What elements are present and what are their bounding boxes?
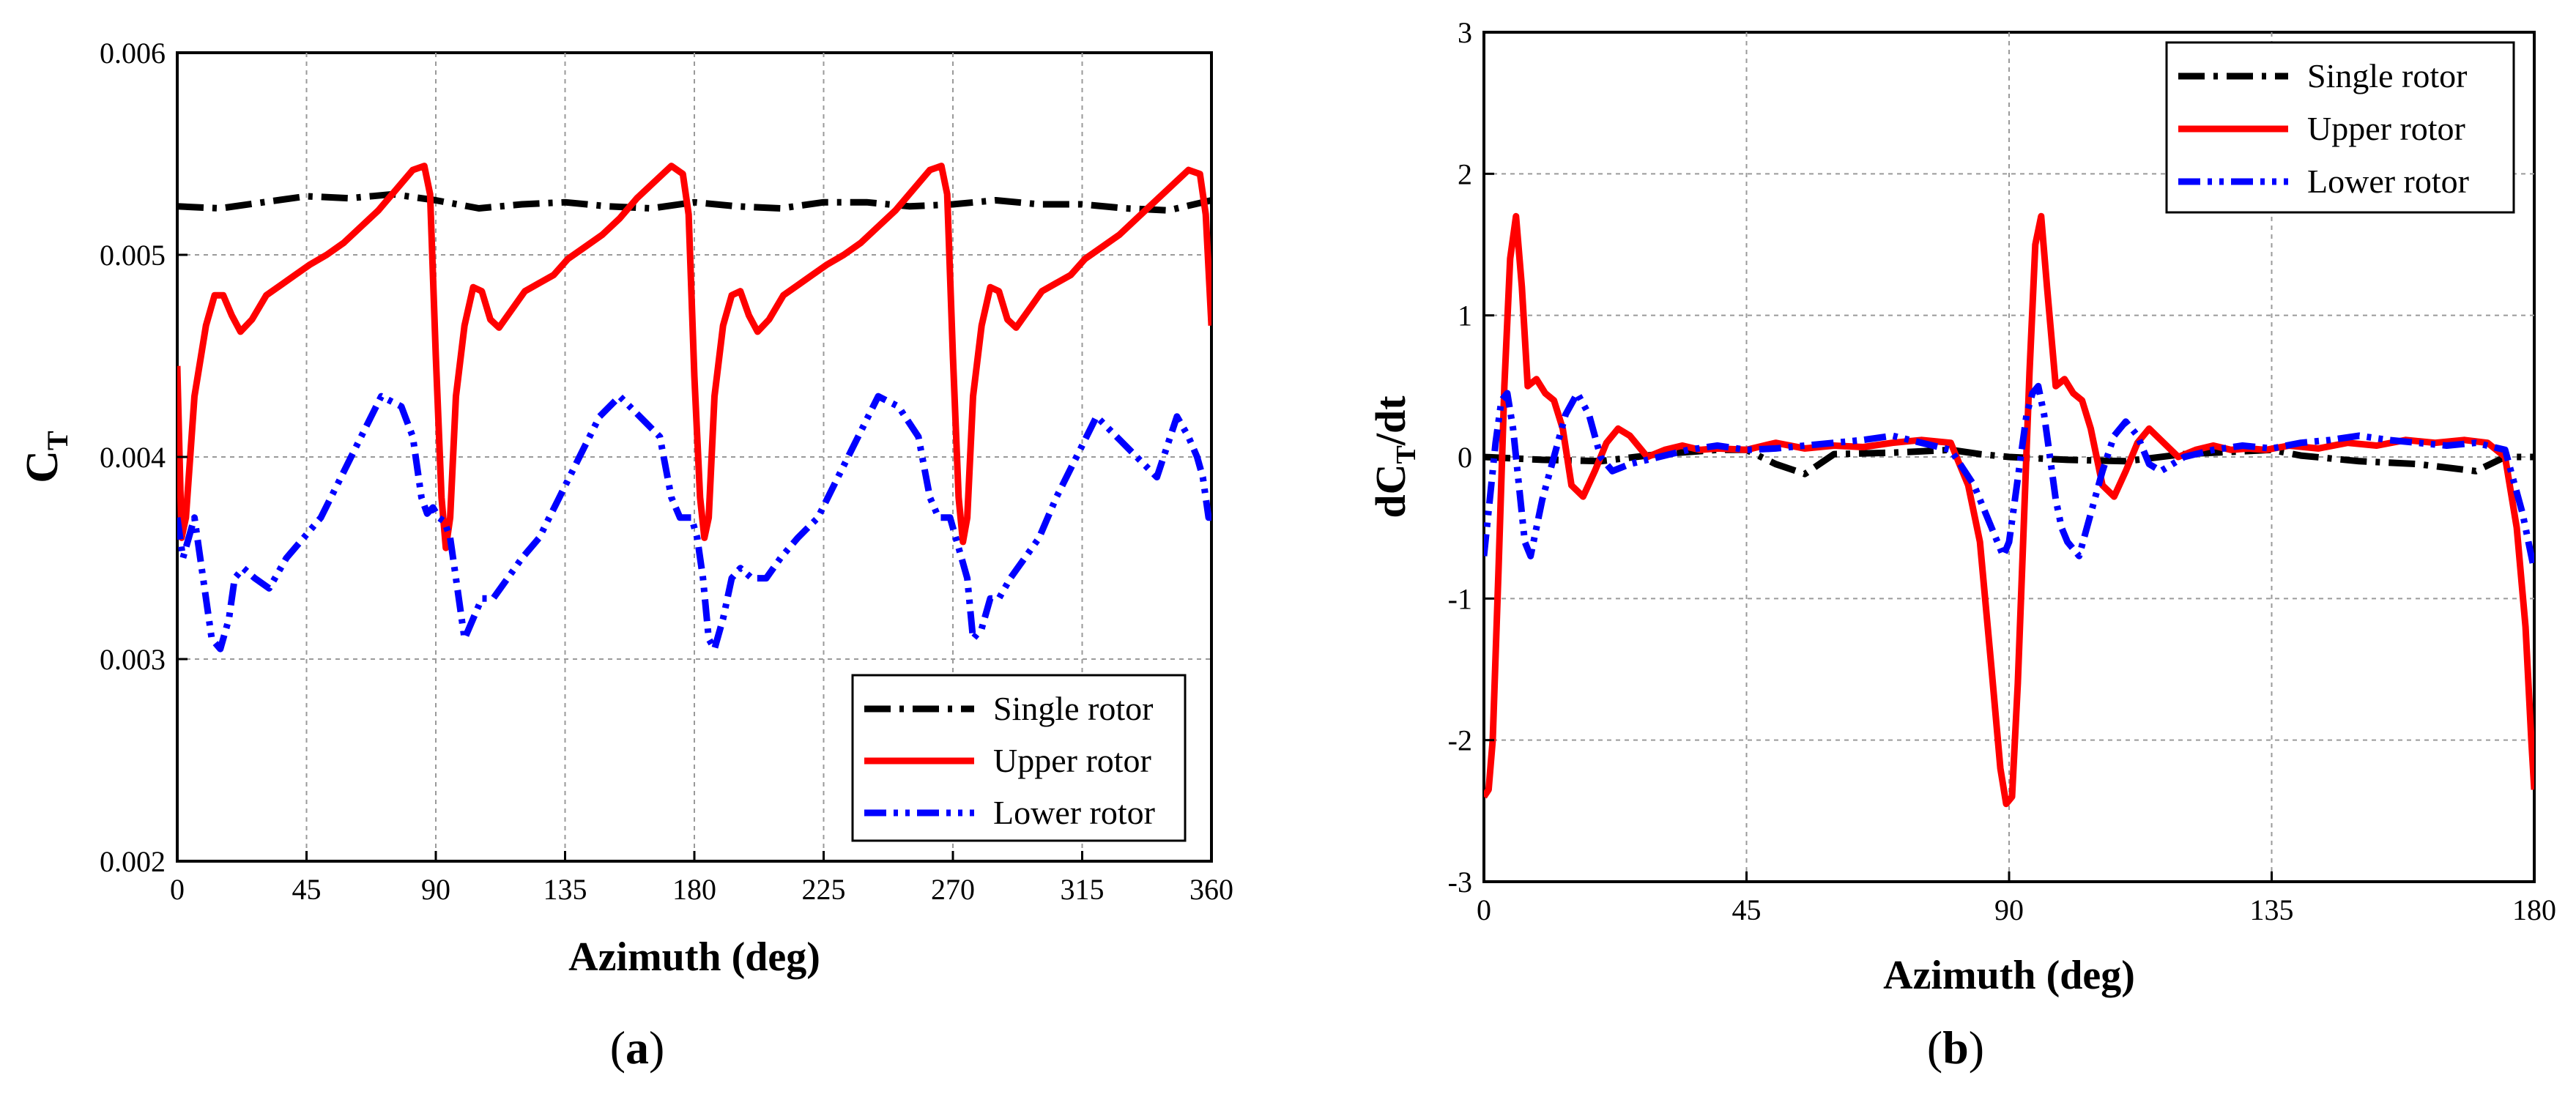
x-tick-label-a: 180 bbox=[672, 873, 716, 906]
series-b bbox=[1484, 212, 2534, 808]
y-tick-label-b: 1 bbox=[1458, 300, 1472, 332]
y-tick-label-a: 0.002 bbox=[100, 845, 166, 878]
svg-text:dCT/dt: dCT/dt bbox=[1367, 395, 1422, 518]
y-tick-label-b: -2 bbox=[1448, 724, 1472, 757]
x-tick-label-b: 45 bbox=[1732, 893, 1762, 926]
x-axis-title-a: Azimuth (deg) bbox=[568, 934, 820, 980]
legend-label-lower-rotor-b: Lower rotor bbox=[2307, 163, 2469, 200]
x-tick-label-b: 135 bbox=[2250, 893, 2294, 926]
y-tick-label-a: 0.005 bbox=[100, 239, 166, 272]
y-axis-title-a-main: C bbox=[18, 450, 67, 483]
x-axis-title-b: Azimuth (deg) bbox=[1883, 953, 2135, 998]
series-line-single-rotor-b bbox=[1484, 446, 2534, 477]
series-line-single-rotor-a bbox=[177, 190, 1211, 214]
x-tick-label-a: 0 bbox=[170, 873, 185, 906]
y-axis-title-b: dCT/dt bbox=[1367, 395, 1422, 518]
y-tick-label-b: 0 bbox=[1458, 441, 1472, 474]
caption-a: (a) bbox=[610, 1022, 665, 1074]
svg-text:CT: CT bbox=[18, 431, 74, 483]
legend-label-single-rotor-b: Single rotor bbox=[2307, 57, 2467, 94]
series-line-lower-rotor-b bbox=[1484, 382, 2534, 571]
y-axis-title-a: CT bbox=[18, 431, 74, 483]
y-tick-label-b: -1 bbox=[1448, 582, 1472, 615]
series-line-upper-rotor-b bbox=[1484, 212, 2534, 808]
series-line-upper-rotor-a bbox=[177, 163, 1211, 551]
caption-b: (b) bbox=[1927, 1022, 1984, 1074]
x-tick-label-a: 90 bbox=[421, 873, 450, 906]
y-tick-label-b: 2 bbox=[1458, 157, 1472, 190]
legend-label-single-rotor-a: Single rotor bbox=[993, 690, 1153, 727]
x-tick-label-a: 225 bbox=[802, 873, 846, 906]
legend-label-upper-rotor-b: Upper rotor bbox=[2307, 110, 2465, 147]
series-a bbox=[177, 163, 1211, 652]
series-line-lower-rotor-a bbox=[177, 393, 1211, 652]
x-tick-label-b: 90 bbox=[1994, 893, 2024, 926]
y-axis-title-b-sub: T bbox=[1391, 445, 1422, 464]
panel-a: 0 45 90 135 180 225 270 315 360 0.002 0.003 0.004 0.… bbox=[18, 37, 1233, 1074]
y-tick-label-a: 0.004 bbox=[100, 441, 166, 474]
legend-b: Single rotor Upper rotor Lower rotor bbox=[2165, 41, 2515, 214]
x-tick-label-b: 180 bbox=[2512, 893, 2556, 926]
y-tick-label-a: 0.003 bbox=[100, 643, 166, 676]
x-tick-label-b: 0 bbox=[1477, 893, 1491, 926]
y-axis-title-b-post: /dt bbox=[1367, 395, 1414, 446]
ticks-a: 0 45 90 135 180 225 270 315 360 0.002 0.003 0.004 0.… bbox=[100, 37, 1233, 906]
x-tick-label-a: 270 bbox=[931, 873, 975, 906]
x-tick-label-a: 360 bbox=[1189, 873, 1233, 906]
x-tick-label-a: 315 bbox=[1061, 873, 1105, 906]
y-tick-label-b: 3 bbox=[1458, 16, 1472, 49]
legend-a: Single rotor Upper rotor Lower rotor bbox=[851, 674, 1187, 842]
y-axis-title-a-sub: T bbox=[41, 431, 74, 450]
ticks-b: 0 45 90 135 180 -3 -2 -1 0 1 2 3 bbox=[1448, 16, 2556, 926]
x-tick-label-a: 135 bbox=[543, 873, 587, 906]
legend-label-lower-rotor-a: Lower rotor bbox=[993, 794, 1155, 831]
panel-b: 0 45 90 135 180 -3 -2 -1 0 1 2 3 Azimuth (deg) dCT/… bbox=[1367, 16, 2556, 1074]
y-tick-label-a: 0.006 bbox=[100, 37, 166, 70]
legend-label-upper-rotor-a: Upper rotor bbox=[993, 742, 1151, 779]
grid-a bbox=[177, 53, 1211, 861]
x-tick-label-a: 45 bbox=[292, 873, 322, 906]
y-tick-label-b: -3 bbox=[1448, 866, 1472, 899]
y-axis-title-b-pre: dC bbox=[1367, 464, 1414, 518]
